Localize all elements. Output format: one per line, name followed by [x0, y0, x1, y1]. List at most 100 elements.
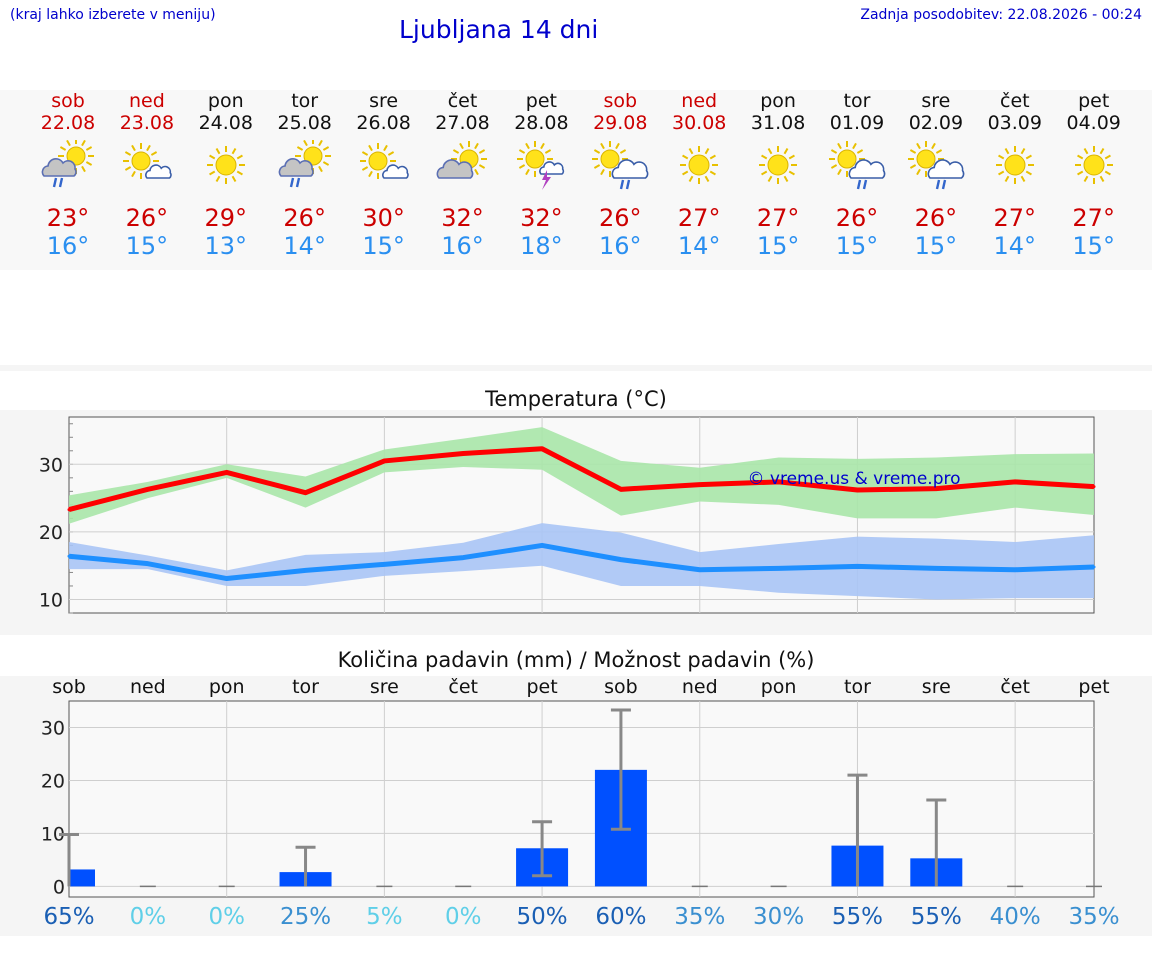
min-temperature: 15°: [835, 232, 879, 260]
precipitation-probability: 0%: [208, 904, 245, 930]
forecast-day: pet 04.09 27° 15°: [1054, 90, 1134, 260]
y-tick-label: 10: [41, 823, 65, 845]
y-tick-label: 30: [41, 717, 65, 739]
day-name: tor: [843, 90, 871, 112]
data-point: [461, 556, 465, 560]
data-point: [698, 568, 702, 572]
forecast-day: čet 03.09 27° 14°: [975, 90, 1055, 260]
precipitation-probability: 55%: [831, 904, 884, 930]
data-point: [382, 562, 386, 566]
day-date: 24.08: [198, 112, 253, 134]
y-tick-label: 30: [39, 454, 63, 476]
day-date: 26.08: [356, 112, 411, 134]
data-point: [67, 508, 71, 512]
min-temperature: 15°: [914, 232, 958, 260]
min-temperature: 15°: [1072, 232, 1115, 260]
min-temperature: 14°: [283, 232, 326, 260]
max-temperature: 26°: [599, 204, 642, 232]
precipitation-day-label: ned: [681, 676, 718, 698]
day-name: pet: [1078, 90, 1110, 112]
day-name: ned: [681, 90, 718, 112]
precipitation-probability: 5%: [366, 904, 403, 930]
day-date: 31.08: [750, 112, 806, 134]
precipitation-probability: 0%: [129, 904, 167, 930]
precipitation-day-label: čet: [1000, 676, 1030, 698]
precipitation-probability: 0%: [444, 904, 482, 930]
partly-cloudy-rain-icon: [278, 138, 331, 188]
min-temperature: 16°: [599, 232, 642, 260]
day-date: 23.08: [119, 112, 175, 134]
min-temperature: 13°: [204, 232, 248, 260]
max-temperature: 27°: [756, 204, 800, 232]
data-point: [540, 543, 544, 547]
data-point: [1013, 480, 1017, 484]
sun-small-cloud-icon: [122, 143, 172, 179]
day-date: 27.08: [435, 112, 490, 134]
precipitation-day-label: pet: [1078, 676, 1110, 698]
forecast-day: ned 23.08 26° 15°: [107, 90, 187, 260]
precipitation-day-label: sob: [52, 676, 86, 698]
precipitation-day-label: sre: [921, 676, 951, 698]
page-title: Ljubljana 14 dni: [399, 15, 599, 44]
sun-cloud-rain-icon: [829, 141, 886, 190]
data-point: [225, 577, 229, 581]
temperature-chart-title: Temperatura (°C): [485, 387, 667, 411]
data-point: [382, 459, 386, 463]
forecast-day: tor 25.08 26° 14°: [265, 90, 345, 260]
forecast-day: pon 31.08 27° 15°: [738, 90, 818, 260]
y-tick-label: 0: [53, 876, 65, 898]
min-temperature: 15°: [125, 232, 169, 260]
max-temperature-line: [68, 446, 1095, 513]
data-point: [934, 566, 938, 570]
day-name: ned: [128, 90, 165, 112]
forecast-day: sre 26.08 30° 15°: [344, 90, 424, 260]
sun-icon: [680, 146, 719, 184]
data-point: [304, 568, 308, 572]
data-point: [1092, 565, 1096, 569]
max-temperature: 27°: [677, 204, 721, 232]
y-tick-label: 20: [41, 770, 65, 792]
forecast-day: sob 29.08 26° 16°: [580, 90, 660, 260]
forecast-day: tor 01.09 26° 15°: [817, 90, 897, 260]
sun-thunder-icon: [517, 141, 565, 190]
data-point: [540, 447, 544, 451]
max-temperature: 30°: [362, 204, 405, 232]
sun-cloud-rain-icon: [907, 141, 965, 190]
precipitation-probability: 55%: [910, 904, 962, 930]
min-temperature: 14°: [993, 232, 1037, 260]
forecast-day: pon 24.08 29° 13°: [186, 90, 266, 260]
day-name: pet: [525, 90, 557, 112]
precipitation-probability: 30%: [753, 904, 805, 930]
max-temperature: 26°: [283, 204, 326, 232]
day-name: sob: [603, 90, 638, 112]
max-temperature: 29°: [204, 204, 248, 232]
data-point: [855, 488, 859, 492]
separator: [0, 365, 1152, 371]
min-temperature: 16°: [46, 232, 90, 260]
y-tick-label: 20: [39, 522, 63, 544]
min-temperature: 15°: [756, 232, 800, 260]
sun-icon: [1074, 146, 1113, 184]
partly-cloudy-rain-icon: [41, 138, 94, 188]
max-temperature: 26°: [835, 204, 879, 232]
precipitation-probability: 35%: [674, 904, 726, 930]
last-updated: Zadnja posodobitev: 22.08.2026 - 00:24: [860, 7, 1142, 23]
max-temperature: 23°: [46, 204, 90, 232]
data-point: [1092, 485, 1096, 489]
data-point: [461, 451, 465, 455]
day-name: pon: [760, 90, 796, 112]
data-point: [146, 562, 150, 566]
data-point: [225, 470, 229, 474]
max-temperature-band: [69, 427, 1094, 524]
min-temperature-line: [68, 542, 1095, 582]
precipitation-day-label: pon: [208, 676, 245, 698]
precipitation-day-label: čet: [448, 676, 479, 698]
data-point: [304, 491, 308, 495]
day-date: 04.09: [1066, 112, 1121, 134]
day-name: pon: [207, 90, 244, 112]
location-menu-hint: (kraj lahko izberete v meniju): [10, 7, 216, 23]
precipitation-bar: [69, 869, 95, 887]
sun-icon: [995, 146, 1034, 184]
day-name: sre: [369, 90, 399, 112]
precipitation-day-label: sre: [369, 676, 399, 698]
